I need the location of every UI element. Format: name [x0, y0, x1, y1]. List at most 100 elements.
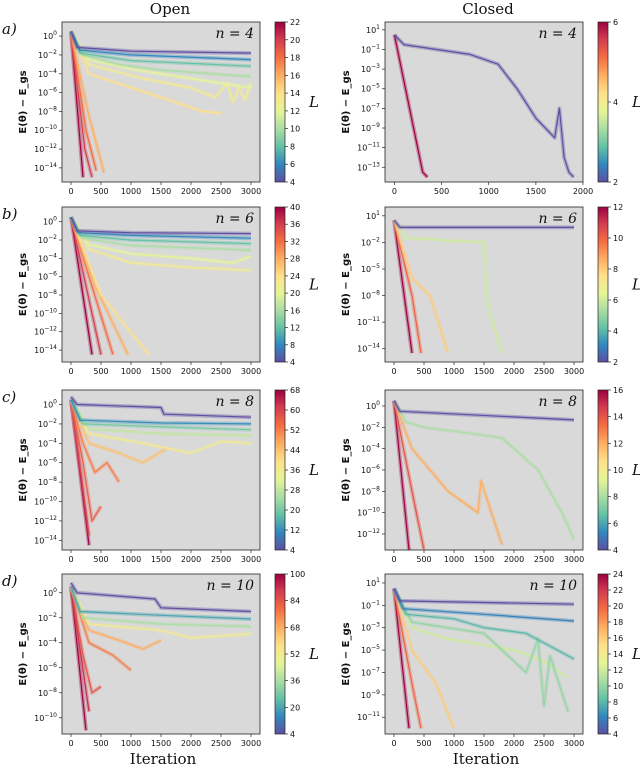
y-axis-label: E(θ) − E_gs	[341, 253, 352, 316]
series-line-L2	[393, 219, 574, 228]
x-tick-label: 1000	[121, 555, 141, 564]
colorbar-tick-label: 68	[290, 386, 300, 395]
colorbar-tick-label: 6	[613, 296, 618, 305]
x-tick-label: 0	[68, 367, 73, 376]
colorbar-tick-label: 16	[613, 634, 623, 643]
xlabel-closed: Iteration	[453, 750, 520, 768]
x-tick-label: 1500	[474, 367, 494, 376]
colorbar-label: L	[308, 93, 319, 111]
x-tick-label: 2500	[211, 555, 231, 564]
colorbar	[597, 573, 609, 735]
x-tick-label: 1000	[444, 367, 464, 376]
colorbar-tick-label: 2	[613, 358, 618, 367]
series-line-L18	[70, 31, 97, 171]
series-line-L24	[393, 588, 410, 729]
colorbar-tick-label: 6	[290, 160, 295, 169]
series-line-L14	[70, 31, 222, 114]
colorbar-tick-label: 6	[613, 519, 618, 528]
plot-area	[384, 21, 584, 183]
y-tick-label: 10−12	[34, 515, 57, 526]
colorbar-tick-label: 36	[290, 466, 300, 475]
x-tick-label: 500	[416, 367, 431, 376]
series-line-L32	[70, 216, 114, 355]
y-tick-label: 10−8	[38, 289, 57, 300]
colorbar	[274, 389, 286, 551]
colorbar-tick-label: 14	[613, 413, 623, 422]
series-line-L4	[393, 400, 575, 421]
series-line-L6	[393, 219, 503, 354]
x-tick-label: 500	[93, 739, 108, 748]
series-line-L20	[70, 399, 252, 431]
x-tick-label: 2000	[181, 367, 201, 376]
series-line-L12	[70, 399, 252, 425]
colorbar-tick-label: 12	[290, 324, 300, 333]
colorbar-tick-label: 4	[290, 730, 295, 739]
series-line-L16	[393, 588, 455, 729]
y-tick-label: 10−8	[361, 290, 380, 301]
x-tick-label: 2000	[504, 739, 524, 748]
x-tick-label: 2000	[181, 187, 201, 196]
colorbar-tick-label: 12	[290, 526, 300, 535]
x-tick-label: 1500	[151, 555, 171, 564]
series-line-L28	[70, 216, 129, 355]
x-tick-label: 3000	[564, 739, 584, 748]
colorbar-tick-label: 28	[290, 255, 300, 264]
x-tick-label: 3000	[241, 367, 261, 376]
colorbar-tick-label: 84	[290, 597, 300, 606]
x-tick-label: 3000	[564, 367, 584, 376]
series-line-L6	[393, 34, 428, 178]
x-tick-label: 500	[434, 187, 449, 196]
x-tick-label: 2000	[504, 367, 524, 376]
colorbar-label: L	[631, 93, 640, 111]
colorbar-tick-label: 8	[290, 142, 295, 151]
colorbar-tick-label: 6	[613, 714, 618, 723]
colorbar-tick-label: 8	[613, 265, 618, 274]
panel-annotation: n = 10	[530, 578, 578, 594]
x-tick-label: 0	[68, 739, 73, 748]
x-tick-label: 2500	[534, 739, 554, 748]
series-line-L76	[70, 586, 132, 671]
colorbar-tick-label: 4	[613, 327, 618, 336]
colorbar-tick-label: 16	[290, 71, 300, 80]
panel-annotation: n = 6	[215, 211, 254, 227]
x-tick-label: 3000	[241, 555, 261, 564]
colorbar-tick-label: 20	[290, 289, 300, 298]
y-tick-label: 10−8	[38, 105, 57, 116]
y-tick-label: 10−7	[361, 666, 380, 677]
y-axis-label: E(θ) − E_gs	[18, 70, 29, 133]
plot-area	[61, 389, 261, 551]
series-line-L56	[70, 399, 102, 522]
colorbar-tick-label: 60	[290, 406, 300, 415]
series-line-L20	[70, 586, 252, 620]
series-line-L14	[393, 400, 425, 550]
colorbar-tick-label: 2	[613, 178, 618, 187]
panel-c-open: 0 500 1000 1500 2000 2500 3000 100 10−2 10−4 10−6 1…	[18, 386, 319, 564]
y-tick-label: 10−6	[38, 457, 57, 468]
series-line-L92	[70, 586, 90, 712]
colorbar-tick-label: 8	[613, 698, 618, 707]
y-tick-label: 100	[43, 399, 57, 410]
colorbar-tick-label: 10	[613, 682, 623, 691]
colorbar-tick-label: 40	[290, 203, 300, 212]
series-line-L36	[70, 399, 252, 454]
x-tick-label: 0	[68, 187, 73, 196]
y-tick-label: 10−6	[38, 87, 57, 98]
y-tick-label: 10−8	[361, 485, 380, 496]
series-line-L24	[70, 216, 150, 356]
colorbar-tick-label: 4	[613, 730, 618, 739]
colorbar-tick-label: 18	[290, 54, 300, 63]
colorbar-tick-label: 18	[613, 618, 623, 627]
series-line-L68	[70, 586, 162, 650]
x-tick-label: 1500	[151, 367, 171, 376]
colorbar-tick-label: 12	[290, 107, 300, 116]
colorbar	[274, 21, 286, 183]
y-tick-label: 10−10	[34, 712, 57, 723]
colorbar-tick-label: 12	[613, 203, 623, 212]
y-tick-label: 101	[366, 210, 380, 221]
y-tick-label: 10−13	[357, 161, 380, 172]
colorbar-tick-label: 22	[290, 18, 300, 27]
x-tick-label: 1000	[444, 555, 464, 564]
series-line-L8	[393, 220, 449, 354]
colorbar-tick-label: 52	[290, 650, 300, 659]
